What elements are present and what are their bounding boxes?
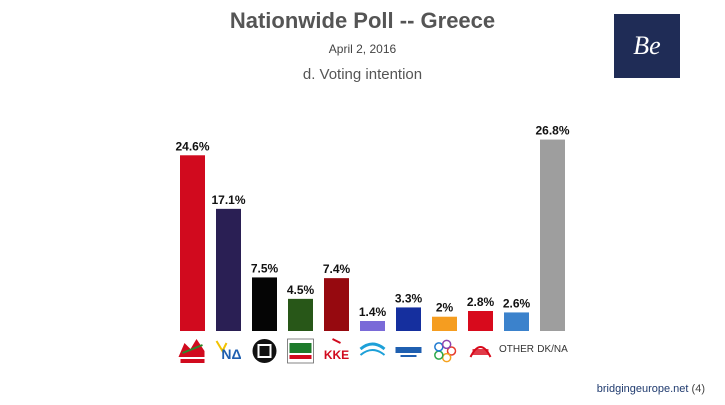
- bar-3: [252, 277, 277, 331]
- bar-5: [324, 278, 349, 331]
- bar-7: [396, 307, 421, 331]
- value-label-1: 24.6%: [175, 139, 209, 153]
- value-label-8: 2%: [436, 301, 454, 315]
- bar-6: [360, 321, 385, 331]
- value-label-4: 4.5%: [287, 283, 315, 297]
- svg-text:ΚΚΕ: ΚΚΕ: [324, 348, 349, 362]
- potami-logo: [359, 342, 386, 356]
- svg-text:ΝΔ: ΝΔ: [221, 346, 241, 362]
- laiki-enotita-logo: [469, 346, 492, 358]
- category-label-other: OTHER: [499, 344, 534, 355]
- value-label-9: 2.8%: [467, 295, 495, 309]
- kke-logo: ΚΚΕ: [324, 338, 349, 362]
- value-label-3: 7.5%: [251, 261, 279, 275]
- footer: bridgingeurope.net (4): [597, 383, 705, 395]
- chart-subtitle: d. Voting intention: [302, 66, 423, 83]
- nd-logo: ΝΔ: [215, 340, 242, 362]
- anel-logo: [395, 347, 422, 357]
- chart-title: Nationwide Poll -- Greece: [229, 8, 496, 33]
- value-label-2: 17.1%: [211, 193, 245, 207]
- footer-page: (4): [691, 383, 705, 395]
- bar-4: [288, 298, 313, 331]
- syriza-logo: [178, 339, 205, 363]
- value-label-10: 2.6%: [503, 296, 531, 310]
- value-label-6: 1.4%: [359, 305, 387, 319]
- bar-11: [540, 139, 565, 331]
- bridging-europe-logo: Be: [614, 14, 680, 78]
- value-label-11: 26.8%: [535, 124, 569, 138]
- bar-8: [432, 316, 457, 331]
- bar-2: [216, 208, 241, 331]
- category-label-dkna: DK/NA: [537, 344, 568, 355]
- golden-dawn-logo: [252, 339, 277, 363]
- pasok-logo: [287, 338, 314, 364]
- bar-9: [468, 311, 493, 331]
- value-label-7: 3.3%: [395, 291, 423, 305]
- bar-1: [180, 155, 205, 331]
- enosi-kentroon-logo: [434, 339, 457, 363]
- poll-date: April 2, 2016: [328, 42, 397, 56]
- footer-site[interactable]: bridgingeurope.net: [596, 383, 689, 395]
- value-label-5: 7.4%: [323, 262, 351, 276]
- bar-10: [504, 312, 529, 331]
